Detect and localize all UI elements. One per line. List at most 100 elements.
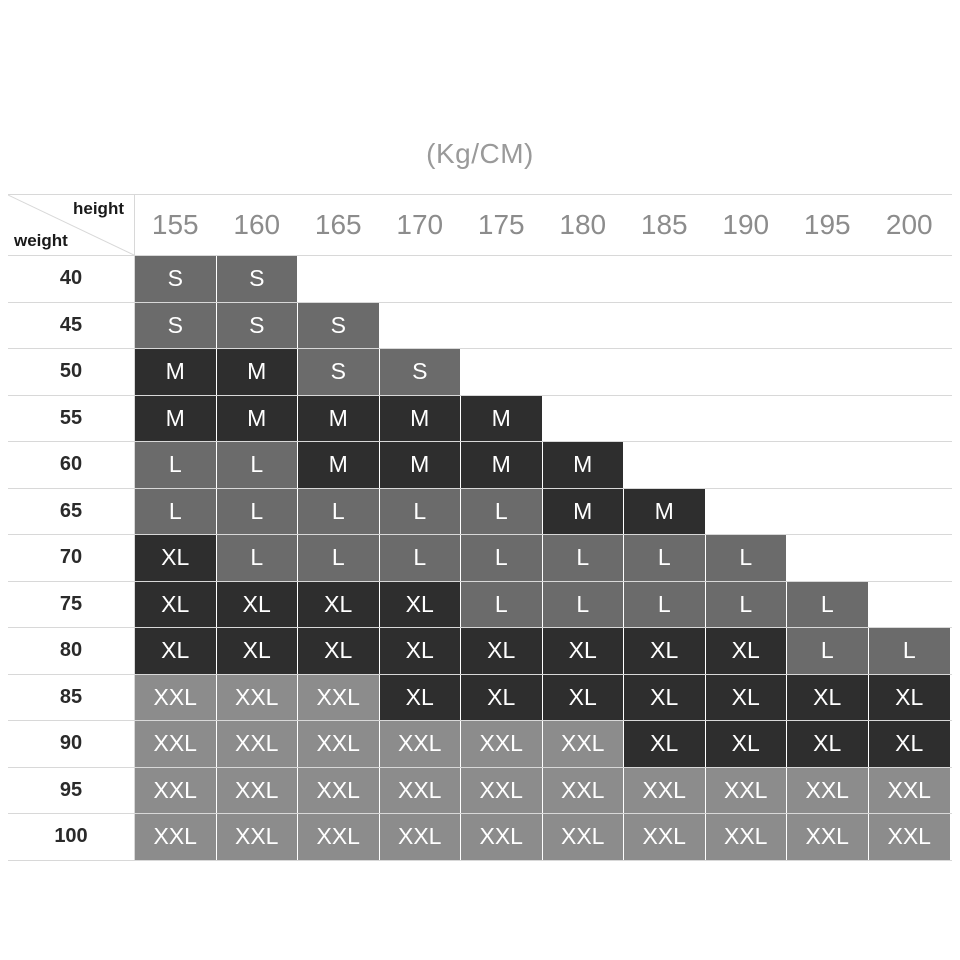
empty-cell — [461, 256, 543, 302]
corner-cell: heightweight — [8, 195, 135, 255]
size-cell: XL — [787, 675, 869, 721]
empty-cell — [869, 535, 951, 581]
weight-label: 100 — [8, 814, 135, 860]
empty-cell — [869, 303, 951, 349]
empty-cell — [869, 582, 951, 628]
weight-label: 45 — [8, 303, 135, 349]
height-header: 200 — [869, 195, 951, 255]
empty-cell — [869, 442, 951, 488]
height-header: 190 — [706, 195, 788, 255]
height-header: 165 — [298, 195, 380, 255]
size-cell: XXL — [461, 721, 543, 767]
empty-cell — [869, 256, 951, 302]
height-header: 155 — [135, 195, 217, 255]
weight-label: 90 — [8, 721, 135, 767]
size-cell: XXL — [217, 721, 299, 767]
weight-label: 95 — [8, 768, 135, 814]
size-cell: M — [461, 442, 543, 488]
weight-label: 80 — [8, 628, 135, 674]
size-cell: S — [298, 303, 380, 349]
size-cell: XL — [135, 582, 217, 628]
size-cell: M — [217, 349, 299, 395]
size-cell: M — [543, 489, 625, 535]
size-cell: L — [543, 535, 625, 581]
empty-cell — [706, 349, 788, 395]
size-cell: XL — [624, 675, 706, 721]
size-cell: XL — [869, 721, 951, 767]
size-cell: S — [217, 303, 299, 349]
empty-cell — [706, 256, 788, 302]
size-cell: XL — [624, 721, 706, 767]
size-cell: XXL — [298, 721, 380, 767]
table-row: 50MMSS — [8, 349, 952, 396]
size-cell: XL — [461, 628, 543, 674]
size-cell: M — [135, 396, 217, 442]
size-cell: L — [869, 628, 951, 674]
size-cell: XL — [298, 628, 380, 674]
size-cell: L — [380, 535, 462, 581]
empty-cell — [787, 535, 869, 581]
size-cell: L — [298, 489, 380, 535]
size-cell: L — [461, 535, 543, 581]
size-cell: XXL — [298, 675, 380, 721]
size-cell: XXL — [706, 768, 788, 814]
size-cell: L — [624, 582, 706, 628]
size-cell: XXL — [135, 814, 217, 860]
empty-cell — [787, 256, 869, 302]
empty-cell — [624, 349, 706, 395]
size-cell: XXL — [217, 814, 299, 860]
size-cell: XXL — [461, 768, 543, 814]
empty-cell — [787, 396, 869, 442]
empty-cell — [543, 303, 625, 349]
header-row: heightweight1551601651701751801851901952… — [8, 195, 952, 256]
weight-label: 85 — [8, 675, 135, 721]
empty-cell — [787, 489, 869, 535]
size-cell: XXL — [135, 675, 217, 721]
height-header: 160 — [217, 195, 299, 255]
size-cell: XXL — [380, 768, 462, 814]
size-cell: M — [380, 442, 462, 488]
table-row: 80XLXLXLXLXLXLXLXLLL — [8, 628, 952, 675]
size-cell: XL — [380, 582, 462, 628]
size-cell: XL — [217, 628, 299, 674]
size-cell: XXL — [380, 814, 462, 860]
size-cell: L — [135, 442, 217, 488]
table-row: 95XXLXXLXXLXXLXXLXXLXXLXXLXXLXXL — [8, 768, 952, 815]
size-cell: XL — [706, 721, 788, 767]
size-cell: XXL — [543, 721, 625, 767]
size-cell: M — [624, 489, 706, 535]
size-cell: L — [706, 535, 788, 581]
table-row: 65LLLLLMM — [8, 489, 952, 536]
empty-cell — [380, 256, 462, 302]
table-row: 75XLXLXLXLLLLLL — [8, 582, 952, 629]
size-chart-page: (Kg/CM) heightweight15516016517017518018… — [0, 0, 960, 960]
size-cell: XXL — [624, 814, 706, 860]
corner-weight-label: weight — [14, 231, 68, 251]
empty-cell — [706, 396, 788, 442]
height-header: 195 — [787, 195, 869, 255]
table-row: 100XXLXXLXXLXXLXXLXXLXXLXXLXXLXXL — [8, 814, 952, 861]
weight-label: 50 — [8, 349, 135, 395]
size-cell: L — [624, 535, 706, 581]
size-cell: XXL — [706, 814, 788, 860]
size-cell: M — [298, 442, 380, 488]
empty-cell — [706, 442, 788, 488]
size-cell: XL — [135, 535, 217, 581]
size-cell: XXL — [624, 768, 706, 814]
size-cell: M — [461, 396, 543, 442]
size-cell: M — [298, 396, 380, 442]
size-cell: XXL — [869, 768, 951, 814]
size-cell: XXL — [298, 814, 380, 860]
size-cell: XL — [543, 628, 625, 674]
empty-cell — [787, 349, 869, 395]
size-cell: XXL — [380, 721, 462, 767]
empty-cell — [380, 303, 462, 349]
table-row: 70XLLLLLLLL — [8, 535, 952, 582]
size-cell: XL — [787, 721, 869, 767]
empty-cell — [624, 396, 706, 442]
size-cell: XL — [217, 582, 299, 628]
size-cell: XXL — [217, 768, 299, 814]
size-cell: XXL — [135, 721, 217, 767]
empty-cell — [869, 349, 951, 395]
empty-cell — [624, 256, 706, 302]
